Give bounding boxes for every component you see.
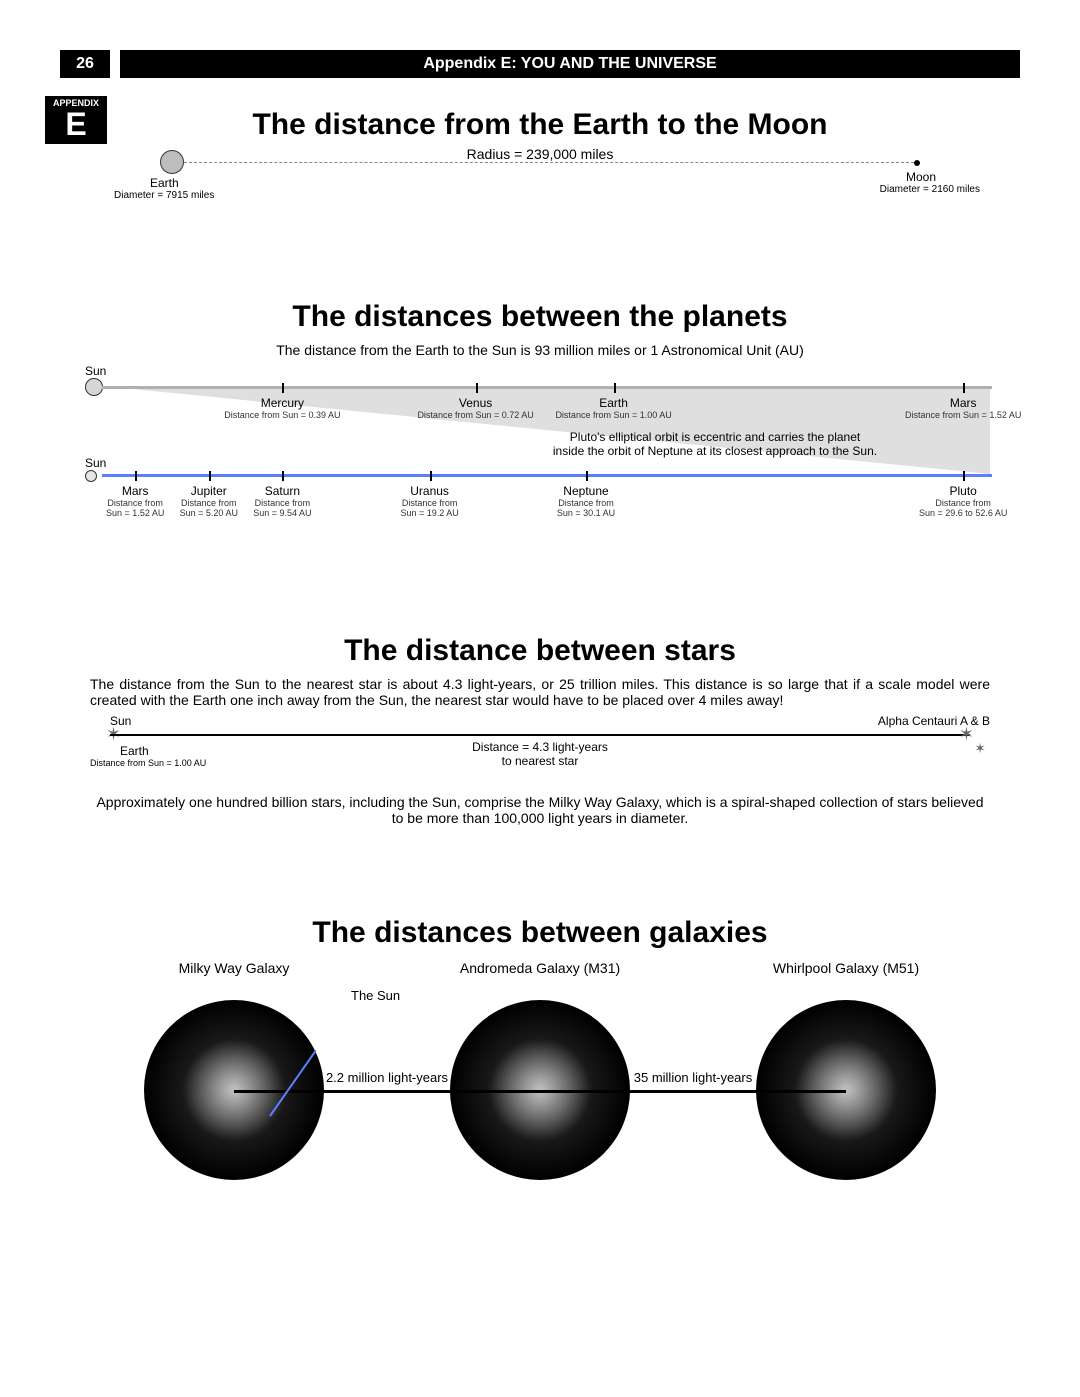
sun-icon-bot [85, 470, 97, 482]
pluto-note-line2: inside the orbit of Neptune at its close… [553, 444, 877, 458]
planet-label: MercuryDistance from Sun = 0.39 AU [224, 396, 340, 420]
earth-moon-line [184, 162, 914, 163]
alpha-b-star-icon: ✶ [974, 740, 986, 757]
moon-name: Moon [906, 170, 936, 184]
galaxy-name: Milky Way Galaxy [179, 960, 290, 976]
planet-tick [963, 471, 965, 481]
header-bar: 26 Appendix E: YOU AND THE UNIVERSE [60, 50, 1020, 78]
planet-tick [430, 471, 432, 481]
stars-line [110, 734, 970, 736]
earth-icon [160, 150, 184, 174]
galaxy-line-2 [540, 1090, 846, 1093]
earth-moon-diagram: Radius = 239,000 miles Earth Diameter = … [100, 150, 980, 220]
title-planets: The distances between the planets [60, 300, 1020, 334]
planet-tick [586, 471, 588, 481]
planet-tick [135, 471, 137, 481]
galaxy-line-1 [234, 1090, 540, 1093]
sun-pointer-label: The Sun [351, 988, 400, 1003]
planet-tick [209, 471, 211, 481]
planet-label: JupiterDistance fromSun = 5.20 AU [180, 484, 238, 518]
appendix-tag: APPENDIX E [45, 96, 107, 144]
header-gap [110, 50, 120, 78]
stars-diagram: Sun ✶ Earth Distance from Sun = 1.00 AU … [90, 714, 990, 784]
outer-planets-line [102, 474, 992, 477]
header-title: Appendix E: YOU AND THE UNIVERSE [120, 50, 1020, 78]
title-earth-moon: The distance from the Earth to the Moon [60, 108, 1020, 142]
galaxies-diagram: Milky Way Galaxy Andromeda Galaxy (M31) Wh… [90, 960, 990, 1220]
earth-name: Earth [150, 176, 179, 190]
radius-label: Radius = 239,000 miles [100, 146, 980, 162]
moon-diameter: Diameter = 2160 miles [880, 184, 980, 195]
milky-way-text: Approximately one hundred billion stars,… [90, 794, 990, 826]
planet-label: EarthDistance from Sun = 1.00 AU [555, 396, 671, 420]
moon-icon [914, 160, 920, 166]
page-number: 26 [60, 50, 110, 78]
inner-planets-line [102, 386, 992, 389]
planet-label: SaturnDistance fromSun = 9.54 AU [253, 484, 311, 518]
earth-diameter: Diameter = 7915 miles [114, 190, 214, 201]
planet-label: UranusDistance fromSun = 19.2 AU [400, 484, 458, 518]
stars-center-line2: to nearest star [90, 754, 990, 768]
planets-description: The distance from the Earth to the Sun i… [100, 342, 980, 358]
sun-label-bot: Sun [85, 456, 106, 470]
sun-label-top: Sun [85, 364, 106, 378]
pluto-note-line1: Pluto's elliptical orbit is eccentric an… [570, 430, 860, 444]
pluto-note: Pluto's elliptical orbit is eccentric an… [450, 430, 980, 458]
alpha-a-star-icon: ✶ [959, 724, 974, 745]
title-galaxies: The distances between galaxies [60, 916, 1020, 950]
stars-description: The distance from the Sun to the nearest… [90, 676, 990, 708]
planets-diagram: Sun MercuryDistance from Sun = 0.39 AU Ve… [80, 364, 1000, 544]
stars-center-label: Distance = 4.3 light-years to nearest st… [90, 740, 990, 768]
sun-icon-top [85, 378, 103, 396]
planet-label: PlutoDistance fromSun = 29.6 to 52.6 AU [919, 484, 1007, 518]
planet-label: NeptuneDistance fromSun = 30.1 AU [557, 484, 615, 518]
planet-tick [963, 383, 965, 393]
title-stars: The distance between stars [60, 634, 1020, 668]
galaxy-distance: 35 million light-years [634, 1070, 753, 1085]
planet-tick [282, 383, 284, 393]
planet-label: VenusDistance from Sun = 0.72 AU [417, 396, 533, 420]
stars-center-line1: Distance = 4.3 light-years [472, 740, 608, 754]
planet-tick [614, 383, 616, 393]
planet-label: MarsDistance from Sun = 1.52 AU [905, 396, 1021, 420]
galaxy-distance: 2.2 million light-years [326, 1070, 448, 1085]
planet-label: MarsDistance fromSun = 1.52 AU [106, 484, 164, 518]
galaxy-name: Whirlpool Galaxy (M51) [773, 960, 919, 976]
planet-tick [476, 383, 478, 393]
appendix-big: E [45, 108, 107, 140]
galaxy-name: Andromeda Galaxy (M31) [460, 960, 620, 976]
planet-tick [282, 471, 284, 481]
